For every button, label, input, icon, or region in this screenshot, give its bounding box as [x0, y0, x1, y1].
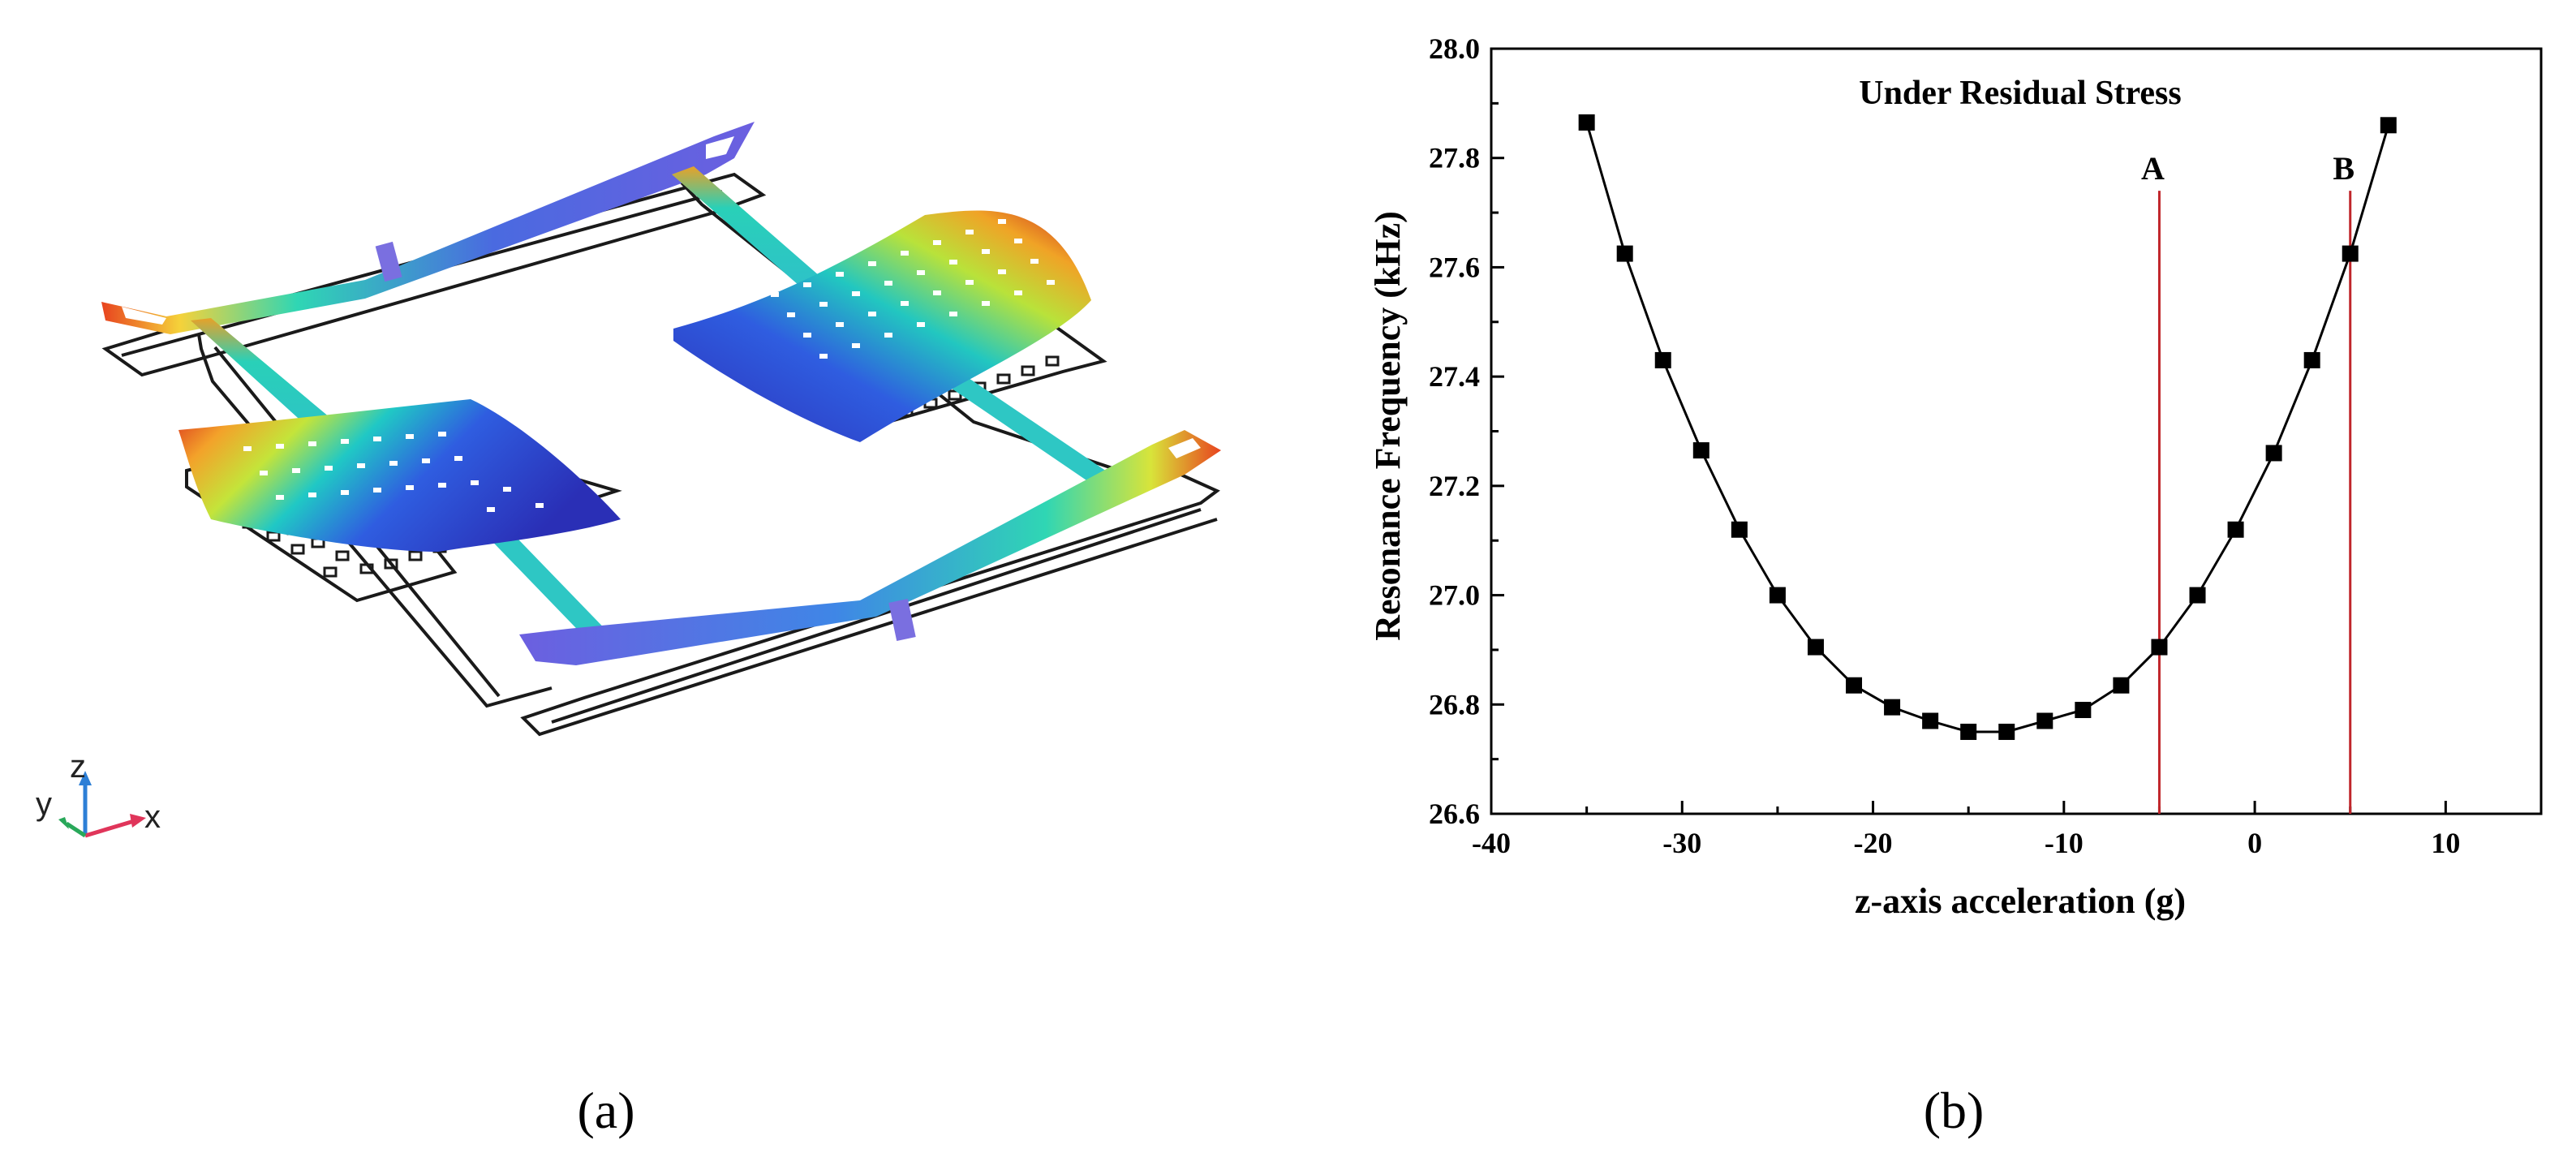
data-point — [2380, 117, 2397, 134]
data-point — [2151, 639, 2168, 656]
panel-a-caption: (a) — [577, 1082, 634, 1139]
y-tick-label: 28.0 — [1429, 32, 1480, 65]
data-point — [2113, 677, 2130, 694]
y-tick-label: 27.0 — [1429, 579, 1480, 612]
deformed-beam-bottom — [519, 430, 1221, 665]
x-axis-label: z-axis acceleration (g) — [1855, 881, 2186, 921]
marker-label-a: A — [2141, 150, 2165, 187]
anchor-bottom — [888, 599, 916, 641]
y-axis-label: Resonance Frequency (kHz) — [1368, 211, 1408, 641]
link-left-lower — [479, 519, 617, 649]
data-point — [2303, 351, 2320, 368]
plot-border — [1490, 47, 2543, 815]
data-point — [2342, 245, 2359, 262]
data-point — [1884, 699, 1901, 716]
y-tick-label: 27.6 — [1429, 251, 1480, 283]
data-point — [2075, 702, 2092, 719]
proof-mass-left — [178, 399, 621, 552]
x-tick-label: -10 — [2045, 827, 2084, 859]
data-point — [2265, 445, 2282, 462]
x-tick-label: -40 — [1472, 827, 1511, 859]
data-point — [1807, 639, 1824, 656]
data-point — [2227, 521, 2244, 538]
coordinate-triad — [58, 771, 146, 838]
chart-title: Under Residual Stress — [1859, 75, 2182, 112]
proof-mass-right — [673, 210, 1091, 442]
link-left-upper — [191, 318, 345, 442]
y-tick-label: 26.6 — [1429, 798, 1480, 830]
data-point — [1654, 351, 1671, 368]
data-point — [1846, 677, 1863, 694]
data-point — [1998, 723, 2015, 740]
triad-x-label: x — [144, 799, 161, 835]
data-point — [1578, 114, 1595, 131]
anchor-top — [375, 241, 402, 282]
y-tick-label: 27.4 — [1429, 360, 1480, 393]
panel-b-chart: 26.626.827.027.227.427.627.828.0 -40 -30-… — [1368, 32, 2543, 921]
triad-y-label: y — [36, 786, 52, 822]
series-line — [1585, 122, 2390, 733]
panel-a-fem-model: z y x — [36, 122, 1221, 838]
x-axis-arrow — [84, 819, 135, 838]
data-point — [1922, 712, 1939, 729]
undeformed-outline — [101, 172, 1220, 737]
x-tick-label: -20 — [1854, 827, 1893, 859]
data-point — [1769, 587, 1786, 604]
x-ticks: -40 -30 -20 -10 0 10 — [1472, 801, 2460, 859]
marker-label-b: B — [2333, 150, 2355, 187]
panel-b-caption: (b) — [1924, 1082, 1985, 1139]
y-tick-label: 27.2 — [1429, 470, 1480, 502]
plate-perforations — [243, 219, 1055, 512]
data-point — [2036, 712, 2053, 729]
x-tick-label: 10 — [2431, 827, 2460, 859]
y-tick-label: 27.8 — [1429, 142, 1480, 174]
axes-frame — [1490, 47, 2543, 815]
y-ticks: 26.6 26.8 27.0 27.2 27.4 27.6 27.8 28.0 — [1429, 32, 1504, 830]
data-point — [1731, 521, 1748, 538]
link-right-upper — [672, 166, 819, 286]
triad-z-label: z — [70, 749, 86, 785]
link-right-lower — [941, 373, 1112, 484]
data-point — [2189, 587, 2206, 604]
x-tick-label: -30 — [1662, 827, 1701, 859]
series-points — [1578, 114, 2397, 740]
x-tick-label: 0 — [2247, 827, 2262, 859]
data-point — [1616, 245, 1633, 262]
y-axis-arrow — [65, 821, 87, 838]
data-point — [1960, 723, 1977, 740]
data-point — [1692, 442, 1709, 459]
y-tick-label: 26.8 — [1429, 688, 1480, 720]
